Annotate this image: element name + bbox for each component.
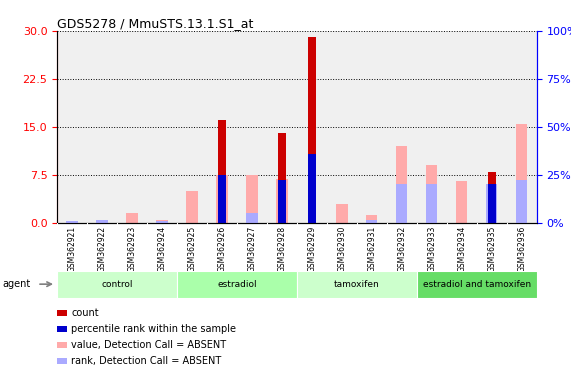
Bar <box>308 37 316 223</box>
Bar <box>96 220 108 223</box>
Bar <box>366 220 377 223</box>
Bar <box>218 120 226 223</box>
Bar <box>366 215 377 223</box>
Bar <box>488 184 496 223</box>
Text: count: count <box>71 308 99 318</box>
Text: rank, Detection Call = ABSENT: rank, Detection Call = ABSENT <box>71 356 222 366</box>
Bar <box>66 221 78 223</box>
Bar <box>96 220 108 223</box>
Text: GDS5278 / MmuSTS.13.1.S1_at: GDS5278 / MmuSTS.13.1.S1_at <box>57 17 254 30</box>
Bar <box>336 204 348 223</box>
Text: estradiol and tamoxifen: estradiol and tamoxifen <box>423 280 531 289</box>
Bar <box>57 271 177 298</box>
Bar <box>156 220 168 223</box>
Text: tamoxifen: tamoxifen <box>334 280 380 289</box>
Bar <box>488 172 496 223</box>
Bar <box>276 179 288 223</box>
Text: value, Detection Call = ABSENT: value, Detection Call = ABSENT <box>71 340 227 350</box>
Bar <box>426 165 437 223</box>
Bar <box>126 213 138 223</box>
Bar <box>278 180 286 223</box>
Text: control: control <box>101 280 133 289</box>
Text: estradiol: estradiol <box>217 280 257 289</box>
Bar <box>246 175 258 223</box>
Bar <box>216 175 228 223</box>
Bar <box>456 181 468 223</box>
Bar <box>417 271 537 298</box>
Bar <box>297 271 417 298</box>
Bar <box>186 191 198 223</box>
Bar <box>516 124 528 223</box>
Bar <box>426 184 437 223</box>
Bar <box>218 175 226 223</box>
Text: percentile rank within the sample: percentile rank within the sample <box>71 324 236 334</box>
Bar <box>308 154 316 223</box>
Bar <box>246 213 258 223</box>
Bar <box>486 184 497 223</box>
Text: agent: agent <box>3 279 31 289</box>
Bar <box>177 271 297 298</box>
Bar <box>516 180 528 223</box>
Bar <box>156 221 168 223</box>
Bar <box>278 133 286 223</box>
Bar <box>396 184 408 223</box>
Bar <box>396 146 408 223</box>
